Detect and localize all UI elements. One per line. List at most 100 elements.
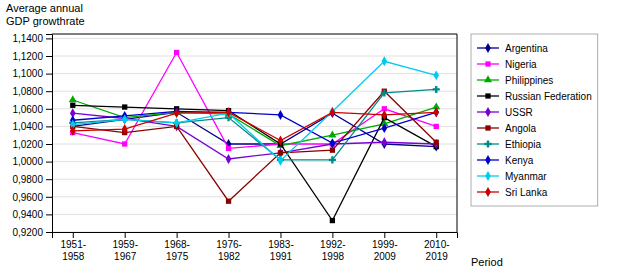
legend-marker <box>485 61 490 66</box>
y-axis-title-line: Average annual <box>6 2 83 14</box>
x-axis: 1951-1958 1959-1967 1968-1975 1976-1982 1983… <box>53 232 458 262</box>
y-tick-mark <box>46 91 52 92</box>
legend-item: Nigeria <box>477 59 537 70</box>
x-tick-mark <box>436 232 437 238</box>
grid-line <box>52 38 457 39</box>
point <box>278 136 284 146</box>
grid <box>52 38 457 232</box>
point <box>330 148 335 153</box>
legend-item: Ethiopia <box>477 139 542 150</box>
point <box>226 199 231 204</box>
point <box>278 156 284 166</box>
x-tick-label-line: 1982 <box>218 251 241 262</box>
point <box>381 137 387 147</box>
point <box>433 86 440 93</box>
x-tick-label-line: 1992- <box>320 239 346 250</box>
y-tick-mark <box>46 38 52 39</box>
legend-item: Myanmar <box>477 171 547 182</box>
point <box>381 56 387 66</box>
y-tick-label: 1,0600 <box>12 104 43 115</box>
point <box>226 107 232 117</box>
y-tick: 0,9600 <box>12 192 52 203</box>
grid-line <box>52 56 457 57</box>
y-tick-mark <box>46 74 52 75</box>
series-line <box>73 91 436 201</box>
x-tick-label-line: 1991 <box>270 251 293 262</box>
point <box>70 103 75 108</box>
y-tick-mark <box>46 197 52 198</box>
x-tick-mark <box>177 232 178 238</box>
legend-item: Angola <box>477 123 537 134</box>
point <box>174 50 179 55</box>
legend-frame <box>471 34 598 206</box>
point <box>381 110 387 120</box>
x-tick-label: 1983-1991 <box>268 239 294 262</box>
y-tick: 1,0800 <box>12 86 52 97</box>
y-tick-label: 1,0800 <box>12 86 43 97</box>
x-tick-label: 1959-1967 <box>112 239 138 262</box>
y-tick: 0,9400 <box>12 209 52 220</box>
grid-line <box>52 161 457 162</box>
x-tick-label-line: 1975 <box>166 251 189 262</box>
y-tick-label: 1,0400 <box>12 121 43 132</box>
frame-top <box>52 34 457 35</box>
legend-item: Kenya <box>477 155 534 166</box>
legend-marker <box>485 43 491 53</box>
y-tick: 0,9800 <box>12 174 52 185</box>
y-axis: 0,92000,94000,96000,98001,00001,02001,04… <box>12 33 52 238</box>
y-tick-label: 1,0200 <box>12 139 43 150</box>
y-tick-label: 1,1000 <box>12 68 43 79</box>
series <box>70 107 439 145</box>
point <box>174 118 180 128</box>
point <box>330 138 336 148</box>
x-tick-mark <box>384 232 385 238</box>
series <box>69 95 441 148</box>
y-tick-label: 1,1200 <box>12 51 43 62</box>
y-tick: 0,9200 <box>12 227 52 238</box>
y-tick: 1,0200 <box>12 139 52 150</box>
point <box>433 139 439 149</box>
point <box>330 218 335 223</box>
series <box>70 50 439 151</box>
x-tick-mark <box>125 232 126 238</box>
x-tick: 2010-2019 <box>424 232 450 262</box>
legend-label: Angola <box>505 123 537 134</box>
y-tick: 1,1200 <box>12 51 52 62</box>
legend-marker <box>485 125 490 130</box>
x-tick: 1968-1975 <box>164 232 190 262</box>
x-tick: 1951-1958 <box>60 232 86 262</box>
legend-marker <box>485 107 491 117</box>
x-tick-label-line: 1958 <box>62 251 85 262</box>
y-tick: 1,0400 <box>12 121 52 132</box>
frame-right <box>457 34 458 232</box>
legend: Argentina Nigeria Philippines Russian Feder… <box>471 34 598 206</box>
x-tick: 1992-1998 <box>320 232 346 262</box>
legend-label: Philippines <box>505 75 553 86</box>
x-tick-label-line: 1951- <box>60 239 86 250</box>
point <box>434 124 439 129</box>
grid-line <box>52 108 457 109</box>
legend-item: Russian Federation <box>477 91 592 102</box>
legend-marker <box>485 171 491 181</box>
y-tick-label: 0,9600 <box>12 192 43 203</box>
point <box>433 107 439 117</box>
legend-item: Argentina <box>477 43 548 54</box>
x-tick: 1976-1982 <box>216 232 242 262</box>
x-tick-label-line: 2010- <box>424 239 450 250</box>
series-line <box>73 112 436 140</box>
x-tick-mark <box>229 232 230 238</box>
x-tick-label: 1992-1998 <box>320 239 346 262</box>
point <box>278 110 284 120</box>
y-tick: 1,1400 <box>12 33 52 44</box>
y-tick-mark <box>46 214 52 215</box>
x-tick-label: 1999-2009 <box>372 239 398 262</box>
legend-marker <box>484 75 492 82</box>
plot: 0,92000,94000,96000,98001,00001,02001,04… <box>12 33 597 268</box>
legend-label: Russian Federation <box>505 91 592 102</box>
point <box>328 131 336 138</box>
grid-line <box>52 73 457 74</box>
x-tick-label: 2010-2019 <box>424 239 450 262</box>
legend-label: Kenya <box>505 155 534 166</box>
x-tick-label-line: 1959- <box>112 239 138 250</box>
legend-label: USSR <box>505 107 533 118</box>
